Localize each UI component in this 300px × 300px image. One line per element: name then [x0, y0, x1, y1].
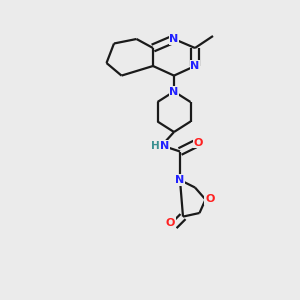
- Text: O: O: [205, 194, 214, 205]
- Text: O: O: [166, 218, 175, 228]
- Text: N: N: [176, 175, 184, 185]
- Text: N: N: [160, 141, 169, 151]
- Text: N: N: [190, 61, 200, 71]
- Text: N: N: [169, 86, 178, 97]
- Text: H: H: [151, 141, 160, 152]
- Text: O: O: [194, 138, 203, 148]
- Text: N: N: [169, 34, 178, 44]
